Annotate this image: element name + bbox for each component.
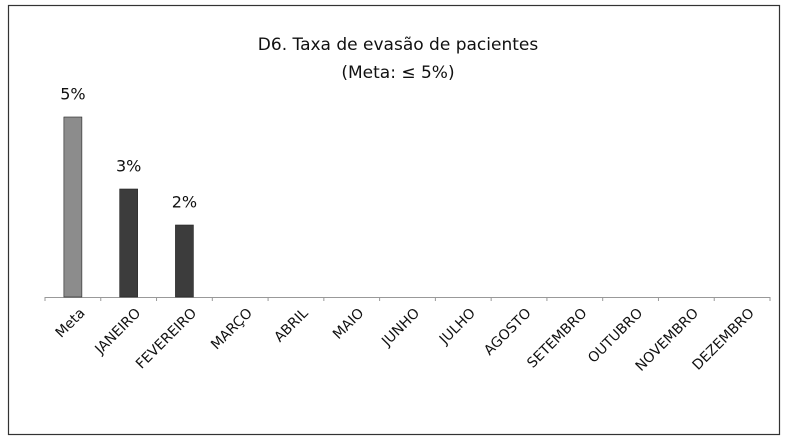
chart-subtitle: (Meta: ≤ 5%)	[341, 63, 454, 83]
chart-title: D6. Taxa de evasão de pacientes	[258, 35, 539, 55]
data-label: 5%	[60, 85, 85, 104]
bar	[175, 224, 194, 298]
data-label: 2%	[172, 193, 197, 212]
bar	[119, 188, 138, 298]
bar	[63, 116, 83, 298]
data-label: 3%	[116, 157, 141, 176]
